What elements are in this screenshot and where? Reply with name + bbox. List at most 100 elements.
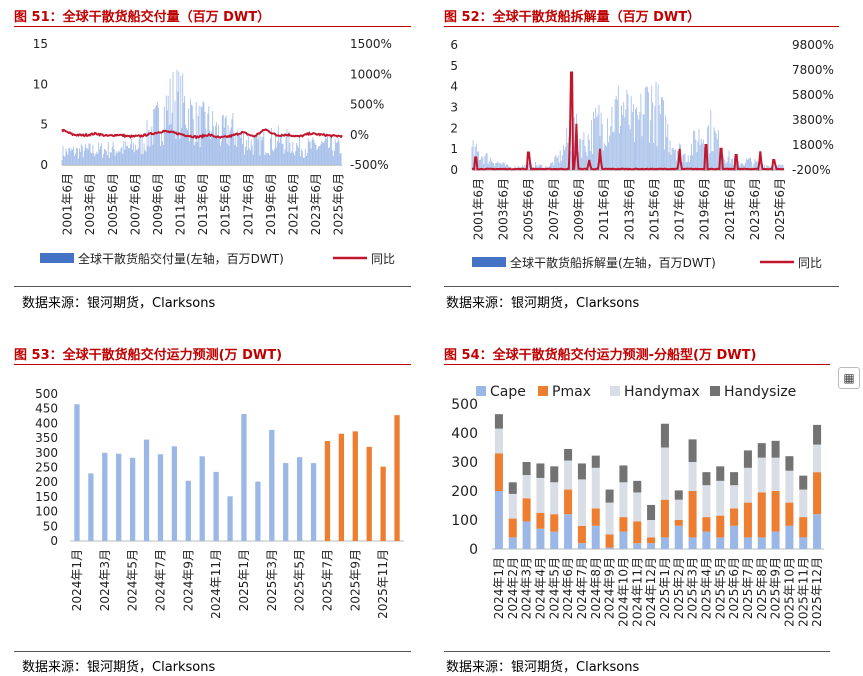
bar-segment-cape [771,531,780,549]
bar-segment-pmax [702,517,711,532]
bar-segment-handymax [785,470,794,503]
bar-segment-cape [508,537,517,549]
bar-segment-pmax [730,508,739,526]
x-tick-label: 2025年9月 [769,557,783,619]
bar-segment-handysize [508,482,517,494]
x-tick-label: 2024年9月 [603,557,617,619]
y-left-tick-label: 5 [450,59,458,73]
bar-segment-pmax [785,502,794,526]
legend-label-volume: 全球干散货船交付量(左轴，百万DWT) [78,251,284,266]
x-tick-label: 2024年5月 [126,549,140,611]
bar [213,471,219,541]
legend-label-cape: Cape [490,384,526,400]
bar-segment-handysize [785,456,794,471]
y-tick-label: 0 [469,542,478,558]
bar-segment-handymax [813,444,822,473]
bar-segment-handysize [591,455,600,468]
bar-segment-cape [633,543,642,549]
x-tick-label: 2021年6月 [286,173,300,235]
y-tick-label: 100 [451,513,478,529]
x-tick-label: 2024年8月 [589,557,603,619]
chart51-plot: 0 5 10 15 -500% 0% 500% 1000% 1500% 2001年6月 2003年6… [33,37,395,266]
bar [380,466,386,541]
bar-segment-handysize [536,463,545,478]
bar-segment-handymax [605,502,614,535]
y-tick-label: 50 [43,519,58,533]
calendar-icon[interactable]: ▦ [838,367,860,389]
y-left-tick-label: 10 [33,77,48,91]
chart54-plot: 0 100 200 300 400 500 Cape Pmax Handymax Handysiz… [451,384,824,627]
y-left-tick-label: 0 [450,163,458,177]
x-tick-label: 2009年6月 [151,173,165,235]
x-tick-label: 2024年9月 [181,549,195,611]
bar-segment-cape [605,547,614,549]
bar-segment-pmax [771,491,780,532]
bar [283,463,289,541]
bar [310,463,317,541]
bar-segment-handymax [577,479,586,526]
bar-segment-pmax [716,515,725,538]
bar [352,431,358,541]
x-tick-label: 2024年3月 [98,549,112,611]
y-left-tick-label: 5 [40,118,48,132]
bar [88,473,94,541]
x-tick-label: 2017年6月 [241,173,255,235]
bar-segment-handysize [730,472,739,486]
y-left-tick-label: 6 [450,38,458,52]
bar-segment-cape [730,525,739,549]
bar-segment-cape [619,531,628,549]
bar-segment-handysize [702,472,711,486]
x-tick-label: 2021年6月 [723,178,737,240]
legend-swatch-pmax [538,386,548,396]
x-tick-label: 2025年7月 [320,549,334,611]
bar-segment-pmax [564,489,573,515]
y-left-tick-label: 2 [450,121,458,135]
bar-segment-pmax [647,537,656,544]
bar-segment-handymax [674,499,683,520]
y-tick-label: 450 [35,402,58,416]
chart53-title: 图 53：全球干散货船交付运力预测(万 DWT) [14,348,283,363]
x-tick-label: 2009年6月 [572,178,586,240]
bar [171,446,178,541]
y-right-tick-label: 1000% [350,67,392,81]
bar-segment-pmax [536,512,545,529]
bar-segment-cape [688,537,697,549]
bar-segment-handysize [633,480,642,493]
bar-segment-handymax [743,467,752,503]
x-tick-label: 2025年6月 [332,173,346,235]
bar-segment-handysize [577,463,586,480]
x-tick-label: 2025年12月 [810,557,824,627]
legend-swatch-handymax [610,386,620,396]
x-tick-label: 2025年1月 [658,557,672,619]
bar-segment-cape [522,521,531,549]
bar-segment-cape [813,514,822,549]
y-left-tick-label: 4 [450,80,458,94]
bar-segment-handymax [702,485,711,518]
chart52-title-rule [444,26,839,27]
bar-segment-handysize [771,440,780,458]
x-tick-label: 2024年7月 [575,557,589,619]
chart53-source-rule [14,651,411,652]
legend-label-pmax: Pmax [552,384,591,400]
legend-swatch-volume [40,253,74,263]
bar-segment-cape [577,543,586,549]
x-tick-label: 2001年6月 [61,173,75,235]
bar-segment-cape [674,525,683,549]
bar-segment-handymax [633,492,642,522]
x-tick-label: 2015年6月 [219,173,233,235]
y-right-tick-label: 5800% [792,88,834,102]
bar-segment-pmax [799,517,808,538]
chart53-source: 数据来源：银河期货，Clarksons [22,660,216,675]
bar-segment-cape [494,491,503,549]
y-tick-label: 300 [451,455,478,471]
bar-segment-pmax [619,517,628,532]
bar-segment-handysize [757,443,766,458]
bar-segment-handysize [550,466,559,483]
y-right-tick-label: 500% [350,98,384,112]
bar-segment-handymax [730,485,739,509]
bar-segment-handysize [522,462,531,476]
bar [338,433,345,541]
x-tick-label: 2025年3月 [686,557,700,619]
x-tick-label: 2019年6月 [698,178,712,240]
